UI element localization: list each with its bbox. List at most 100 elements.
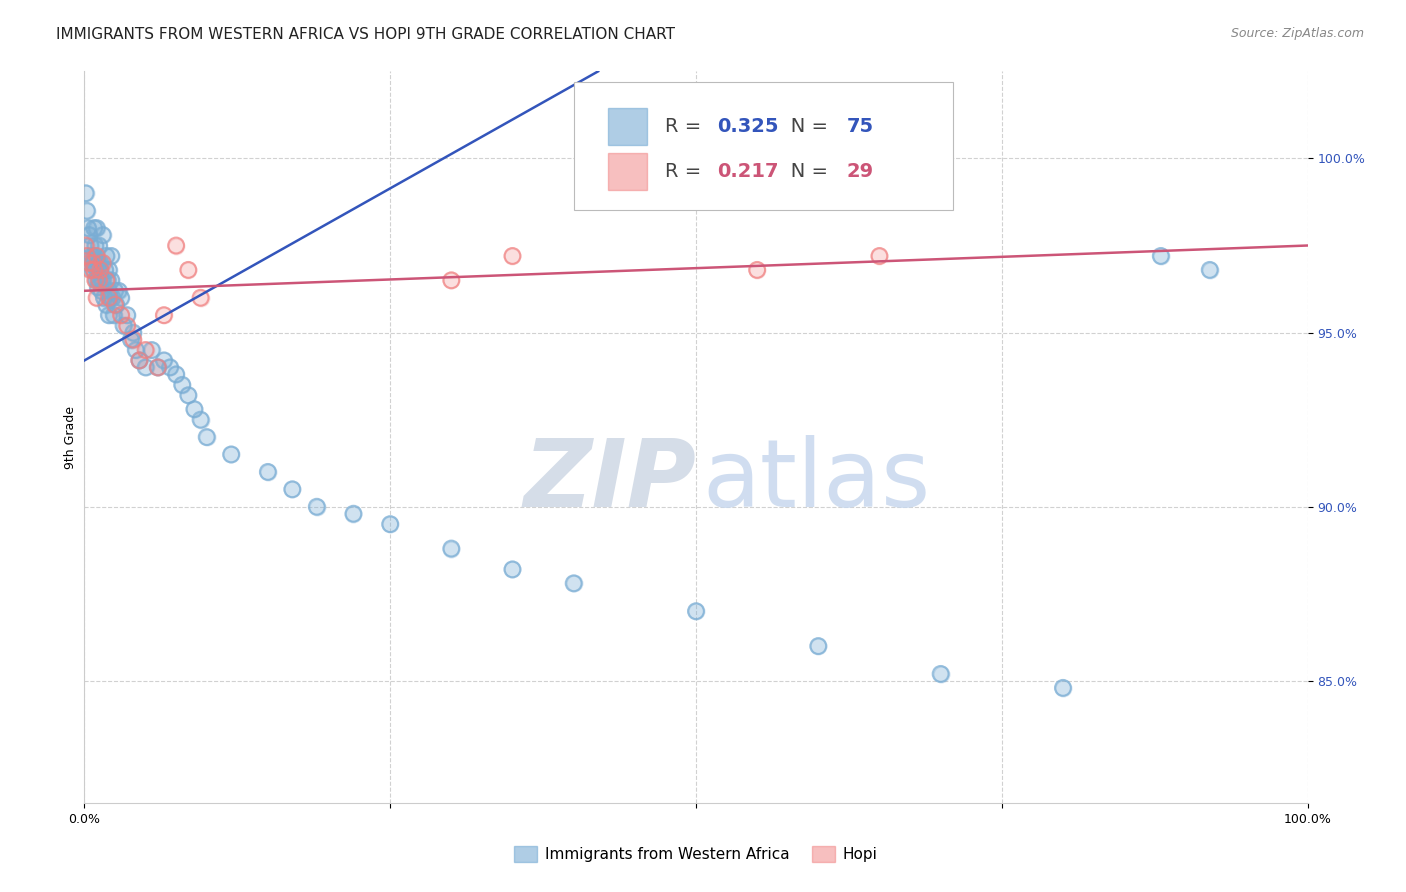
Point [562,576,585,591]
Point [97,273,120,287]
Point [80,249,103,263]
Point [87,273,110,287]
Point [219,448,242,462]
Point [190,291,212,305]
Point [82,256,104,270]
Point [1052,681,1074,695]
Point [195,430,218,444]
Point [89,256,111,270]
Point [87,280,110,294]
Point [100,273,122,287]
Text: 0.325: 0.325 [717,117,779,136]
Point [86,221,108,235]
Point [93,291,115,305]
Point [103,308,125,322]
Point [183,402,205,417]
Point [89,263,111,277]
Point [128,353,150,368]
Point [122,326,145,340]
Point [195,430,218,444]
Point [122,333,145,347]
Point [86,273,108,287]
Point [97,291,120,305]
Point [562,576,585,591]
Point [87,238,110,252]
Point [101,291,124,305]
Point [79,238,101,252]
Point [75,238,97,252]
Point [685,604,707,618]
Point [135,343,157,357]
Point [153,353,176,368]
Text: atlas: atlas [702,435,931,527]
Point [82,263,104,277]
Point [82,263,104,277]
Point [159,360,181,375]
Point [104,298,127,312]
Point [190,412,212,426]
Point [747,263,769,277]
Point [122,333,145,347]
Point [77,228,100,243]
Point [440,273,463,287]
Point [84,238,107,252]
Point [110,291,132,305]
Text: N =: N = [772,162,834,181]
Point [94,263,117,277]
Point [97,308,120,322]
Point [440,541,463,556]
Point [79,263,101,277]
Point [101,291,124,305]
Point [87,273,110,287]
Point [107,284,129,298]
Point [89,263,111,277]
Point [135,360,157,375]
Point [75,238,97,252]
Point [82,256,104,270]
Point [190,412,212,426]
Point [146,360,169,375]
Text: 0.217: 0.217 [717,162,779,181]
Point [380,517,402,532]
Point [807,639,830,653]
Point [380,517,402,532]
Point [89,263,111,277]
Point [125,343,148,357]
Point [153,308,176,322]
Point [128,353,150,368]
Point [104,284,127,298]
Point [165,238,187,252]
Point [110,308,132,322]
Point [153,308,176,322]
Point [97,308,120,322]
Point [79,263,101,277]
Point [79,238,101,252]
Point [305,500,328,514]
Point [502,249,524,263]
Point [128,353,150,368]
Point [84,238,107,252]
Point [75,186,97,201]
Point [84,260,107,274]
Point [84,273,107,287]
Point [183,402,205,417]
Point [87,260,110,274]
Point [110,291,132,305]
Point [90,273,112,287]
Text: ZIP: ZIP [523,435,696,527]
Point [104,298,127,312]
Point [502,562,524,576]
Point [86,291,108,305]
Point [76,249,98,263]
Point [86,291,108,305]
Point [125,343,148,357]
Point [502,249,524,263]
Point [869,249,891,263]
Point [96,298,118,312]
Point [86,263,108,277]
Point [91,228,114,243]
Point [86,263,108,277]
Point [96,273,118,287]
Point [122,326,145,340]
Point [83,263,105,277]
